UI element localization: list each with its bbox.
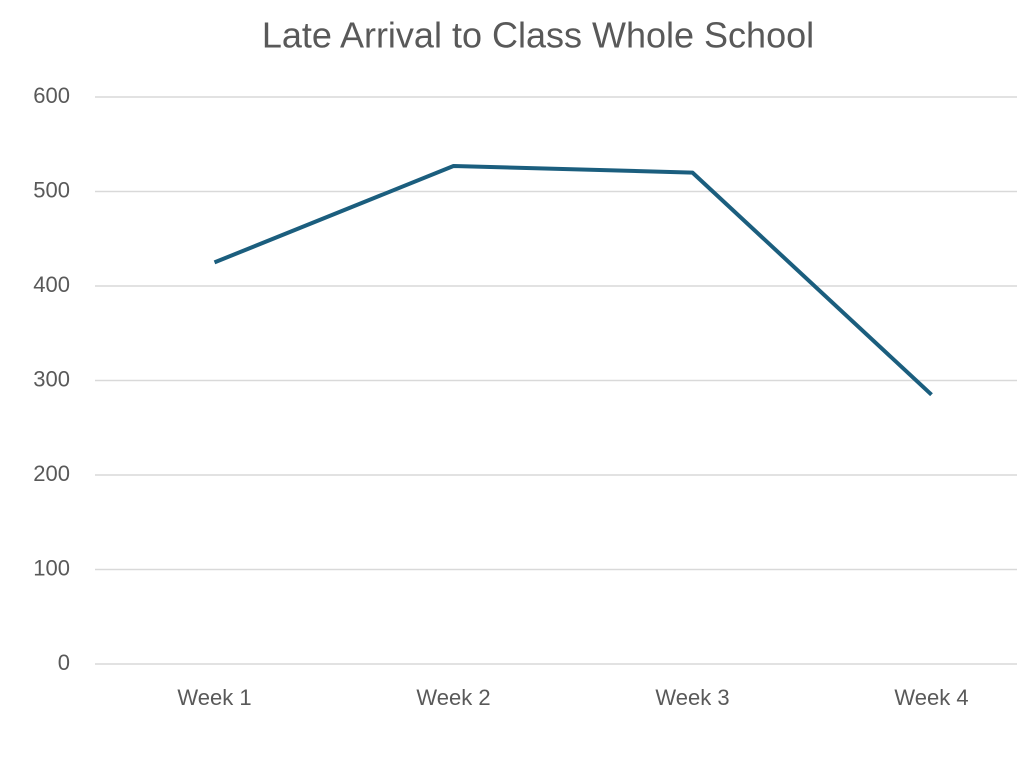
- y-tick-label: 100: [33, 555, 70, 580]
- y-tick-label: 400: [33, 272, 70, 297]
- chart-title: Late Arrival to Class Whole School: [262, 15, 814, 56]
- x-tick-label: Week 3: [655, 685, 729, 710]
- y-tick-label: 300: [33, 366, 70, 391]
- x-tick-label: Week 2: [416, 685, 490, 710]
- y-tick-label: 200: [33, 461, 70, 486]
- x-tick-label: Week 4: [894, 685, 968, 710]
- y-tick-label: 500: [33, 177, 70, 202]
- y-tick-label: 600: [33, 83, 70, 108]
- y-tick-label: 0: [58, 650, 70, 675]
- line: [213, 163, 933, 397]
- x-tick-label: Week 1: [177, 685, 251, 710]
